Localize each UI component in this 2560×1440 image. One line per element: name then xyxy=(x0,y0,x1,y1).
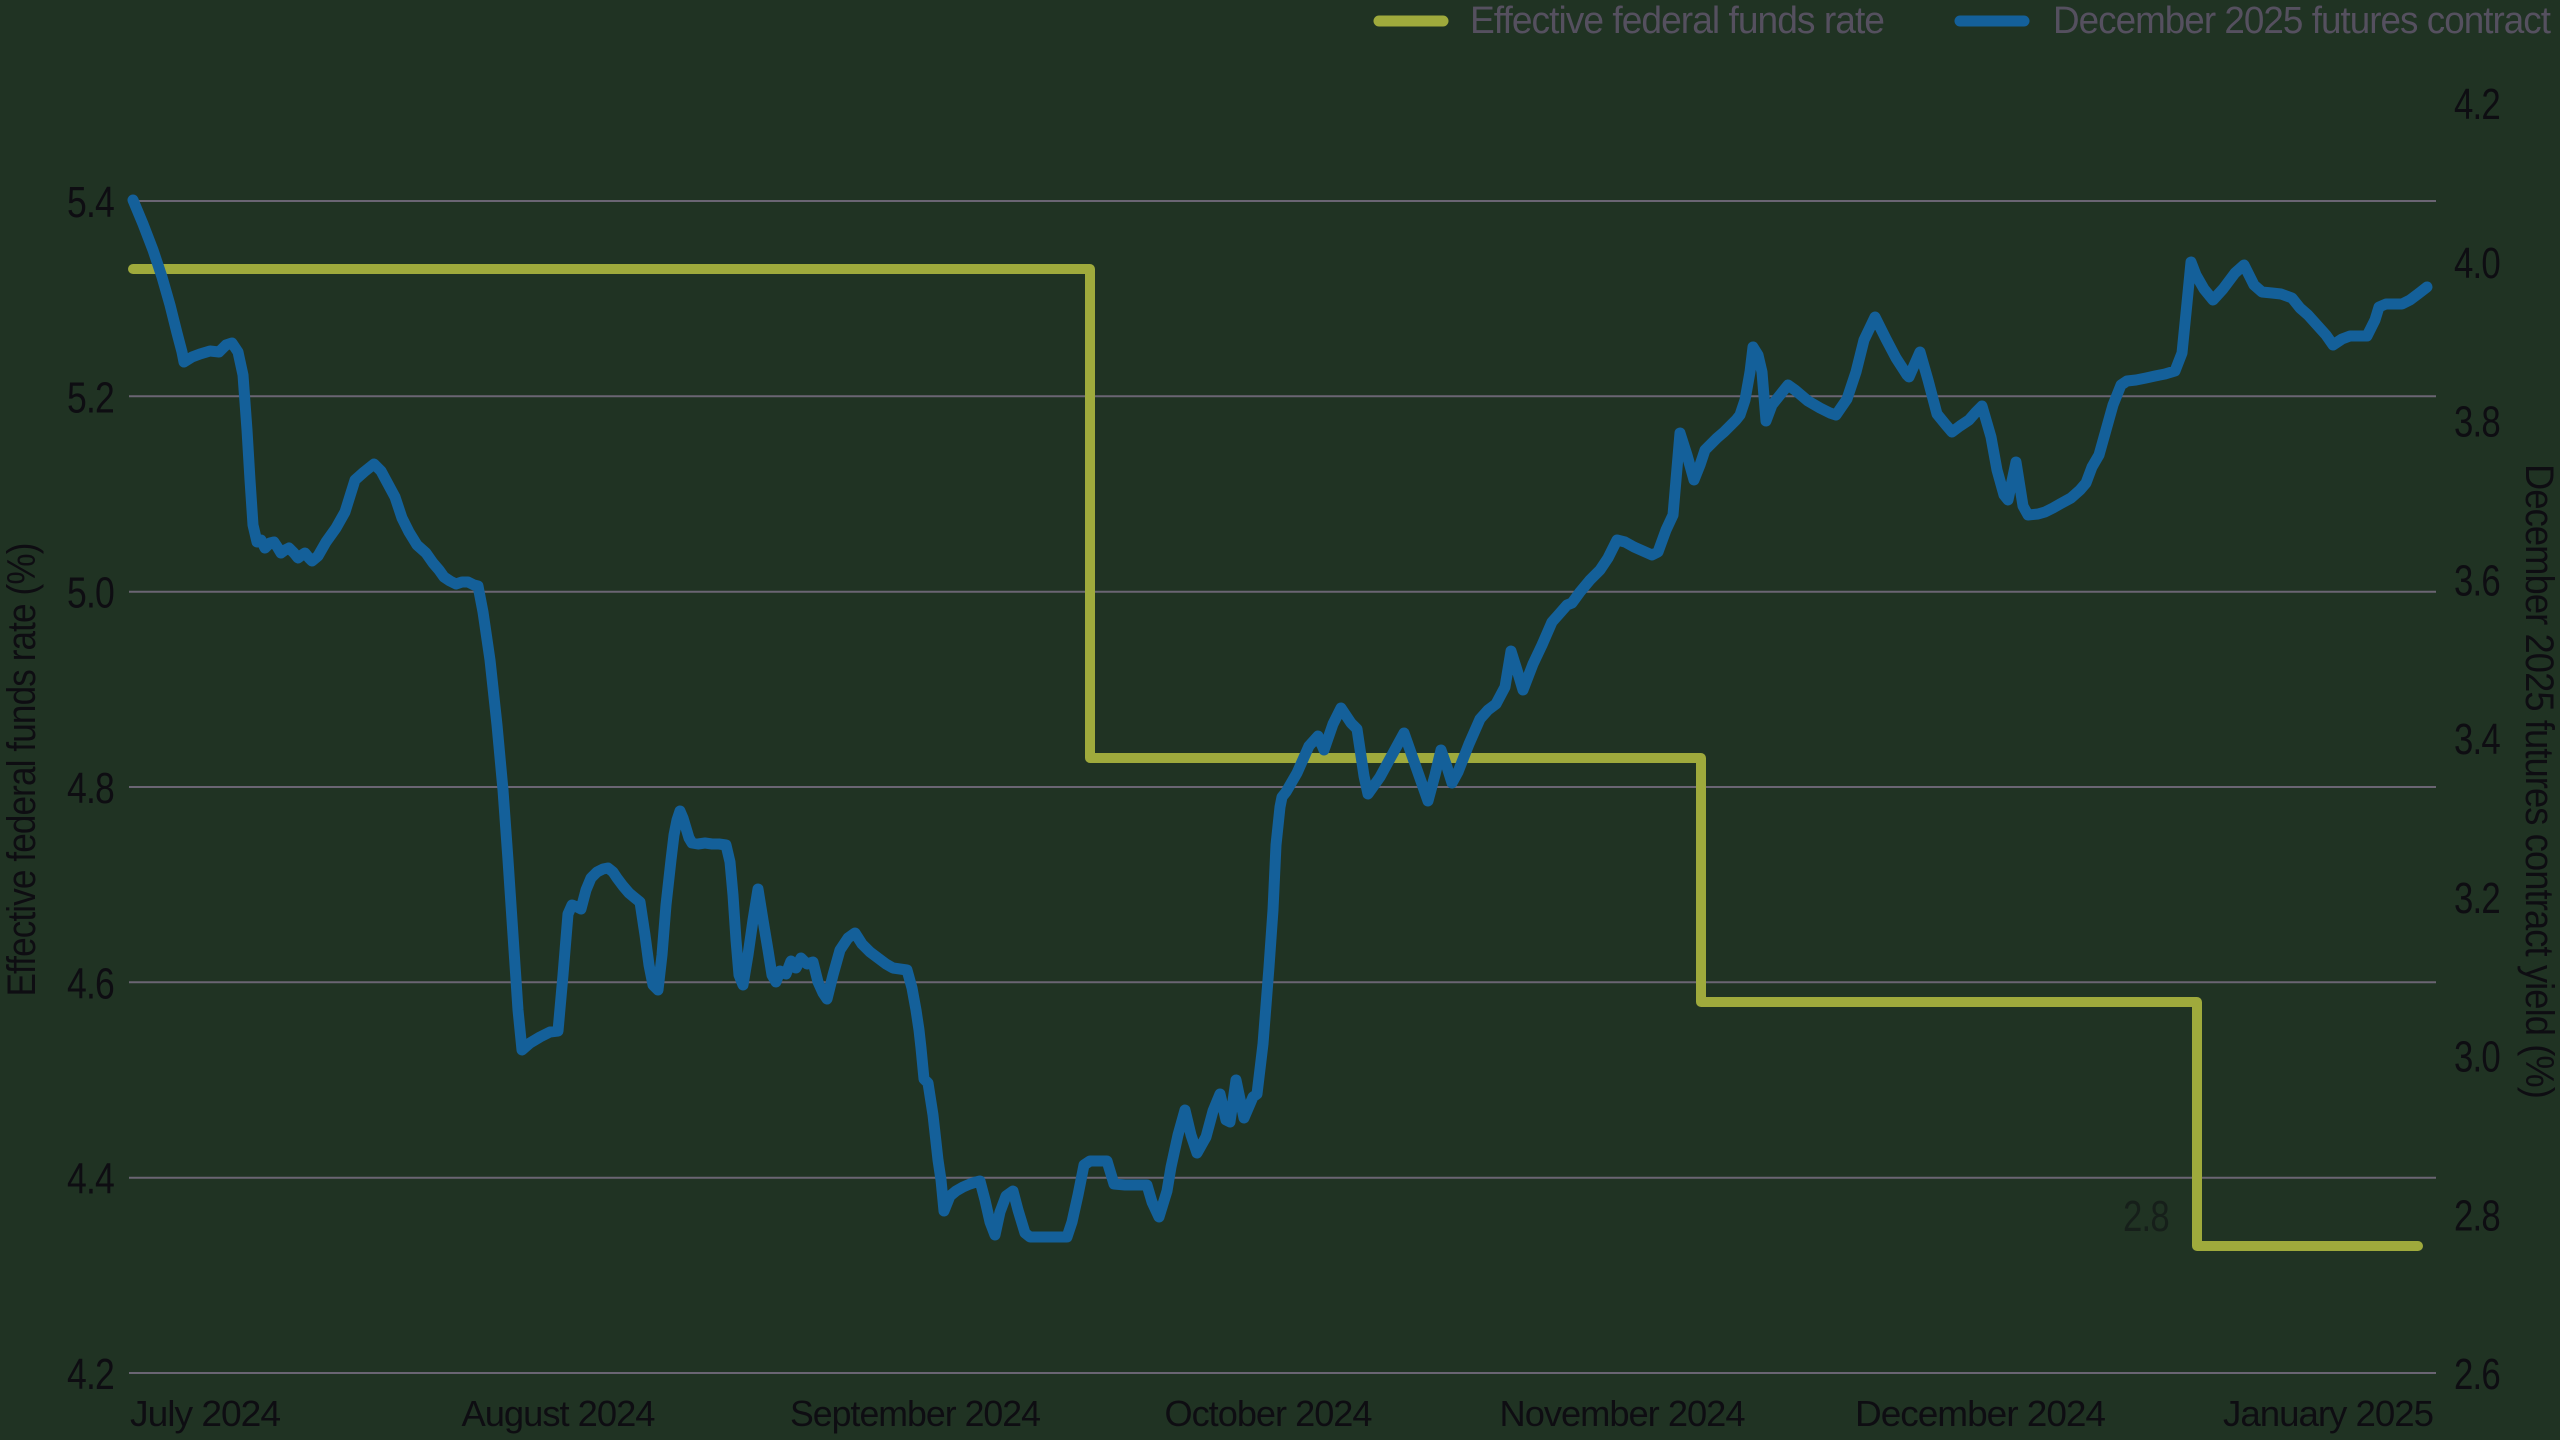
svg-text:3.2: 3.2 xyxy=(2454,874,2500,923)
svg-text:August 2024: August 2024 xyxy=(462,1393,655,1434)
svg-text:4.4: 4.4 xyxy=(67,1155,114,1204)
svg-text:November 2024: November 2024 xyxy=(1500,1393,1745,1434)
svg-text:2.8: 2.8 xyxy=(2454,1191,2500,1240)
svg-text:3.8: 3.8 xyxy=(2454,398,2500,447)
svg-text:4.2: 4.2 xyxy=(67,1350,114,1399)
svg-text:Effective federal funds rate: Effective federal funds rate xyxy=(1470,0,1884,42)
svg-text:July 2024: July 2024 xyxy=(130,1393,280,1434)
svg-text:5.2: 5.2 xyxy=(67,373,114,422)
svg-text:4.0: 4.0 xyxy=(2454,239,2500,288)
svg-text:September 2024: September 2024 xyxy=(790,1393,1040,1434)
svg-text:2.6: 2.6 xyxy=(2454,1350,2500,1399)
svg-text:3.4: 3.4 xyxy=(2454,715,2500,764)
svg-text:Effective federal funds rate (: Effective federal funds rate (%) xyxy=(0,544,44,997)
svg-text:December 2024: December 2024 xyxy=(1855,1393,2105,1434)
svg-text:January 2025: January 2025 xyxy=(2223,1393,2433,1434)
svg-text:October 2024: October 2024 xyxy=(1165,1393,1372,1434)
svg-text:5.0: 5.0 xyxy=(67,569,114,618)
svg-text:December 2025 futures contract: December 2025 futures contract yield (%) xyxy=(2517,464,2560,1098)
svg-text:4.2: 4.2 xyxy=(2454,80,2500,129)
svg-text:December 2025 futures contract: December 2025 futures contract xyxy=(2053,0,2551,42)
svg-text:4.6: 4.6 xyxy=(67,959,114,1008)
svg-text:3.0: 3.0 xyxy=(2454,1033,2500,1082)
svg-text:4.8: 4.8 xyxy=(67,764,114,813)
svg-text:2.8: 2.8 xyxy=(2123,1192,2169,1241)
svg-text:5.4: 5.4 xyxy=(67,178,114,227)
svg-text:3.6: 3.6 xyxy=(2454,556,2500,605)
